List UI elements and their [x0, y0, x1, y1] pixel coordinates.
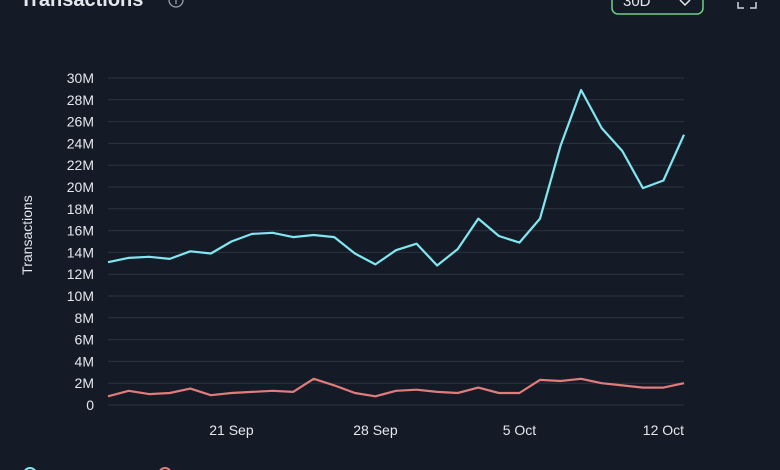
range-label: 30D	[623, 0, 651, 10]
x-tick-label: 5 Oct	[503, 422, 537, 438]
chart-title: Transactions	[20, 0, 143, 11]
y-tick-label: 6M	[75, 332, 94, 348]
y-tick-label: 26M	[67, 114, 94, 130]
y-tick-label: 16M	[67, 223, 94, 239]
legend-swatch	[24, 467, 36, 470]
y-tick-label: 30M	[67, 70, 94, 86]
y-tick-label: 0	[86, 397, 94, 413]
y-tick-label: 8M	[75, 310, 94, 326]
series-line	[107, 377, 685, 398]
y-tick-label: 24M	[67, 135, 94, 151]
legend-swatch	[159, 467, 171, 470]
series-line	[107, 88, 686, 267]
x-tick-label: 21 Sep	[209, 422, 254, 438]
x-tick-label: 12 Oct	[643, 422, 684, 438]
info-icon[interactable]	[168, 0, 184, 8]
y-tick-label: 28M	[67, 92, 94, 108]
y-tick-label: 12M	[67, 266, 94, 282]
x-tick-label: 28 Sep	[353, 422, 398, 438]
y-tick-label: 4M	[75, 353, 94, 369]
y-tick-label: 20M	[67, 179, 94, 195]
y-tick-label: 10M	[67, 288, 94, 304]
y-axis-label: Transactions	[19, 195, 35, 275]
y-tick-label: 22M	[67, 157, 94, 173]
range-button[interactable]: 30D	[611, 0, 704, 15]
y-tick-label: 14M	[67, 244, 94, 260]
y-tick-label: 18M	[67, 201, 94, 217]
y-tick-label: 2M	[75, 375, 94, 391]
fullscreen-icon[interactable]	[737, 2, 757, 9]
